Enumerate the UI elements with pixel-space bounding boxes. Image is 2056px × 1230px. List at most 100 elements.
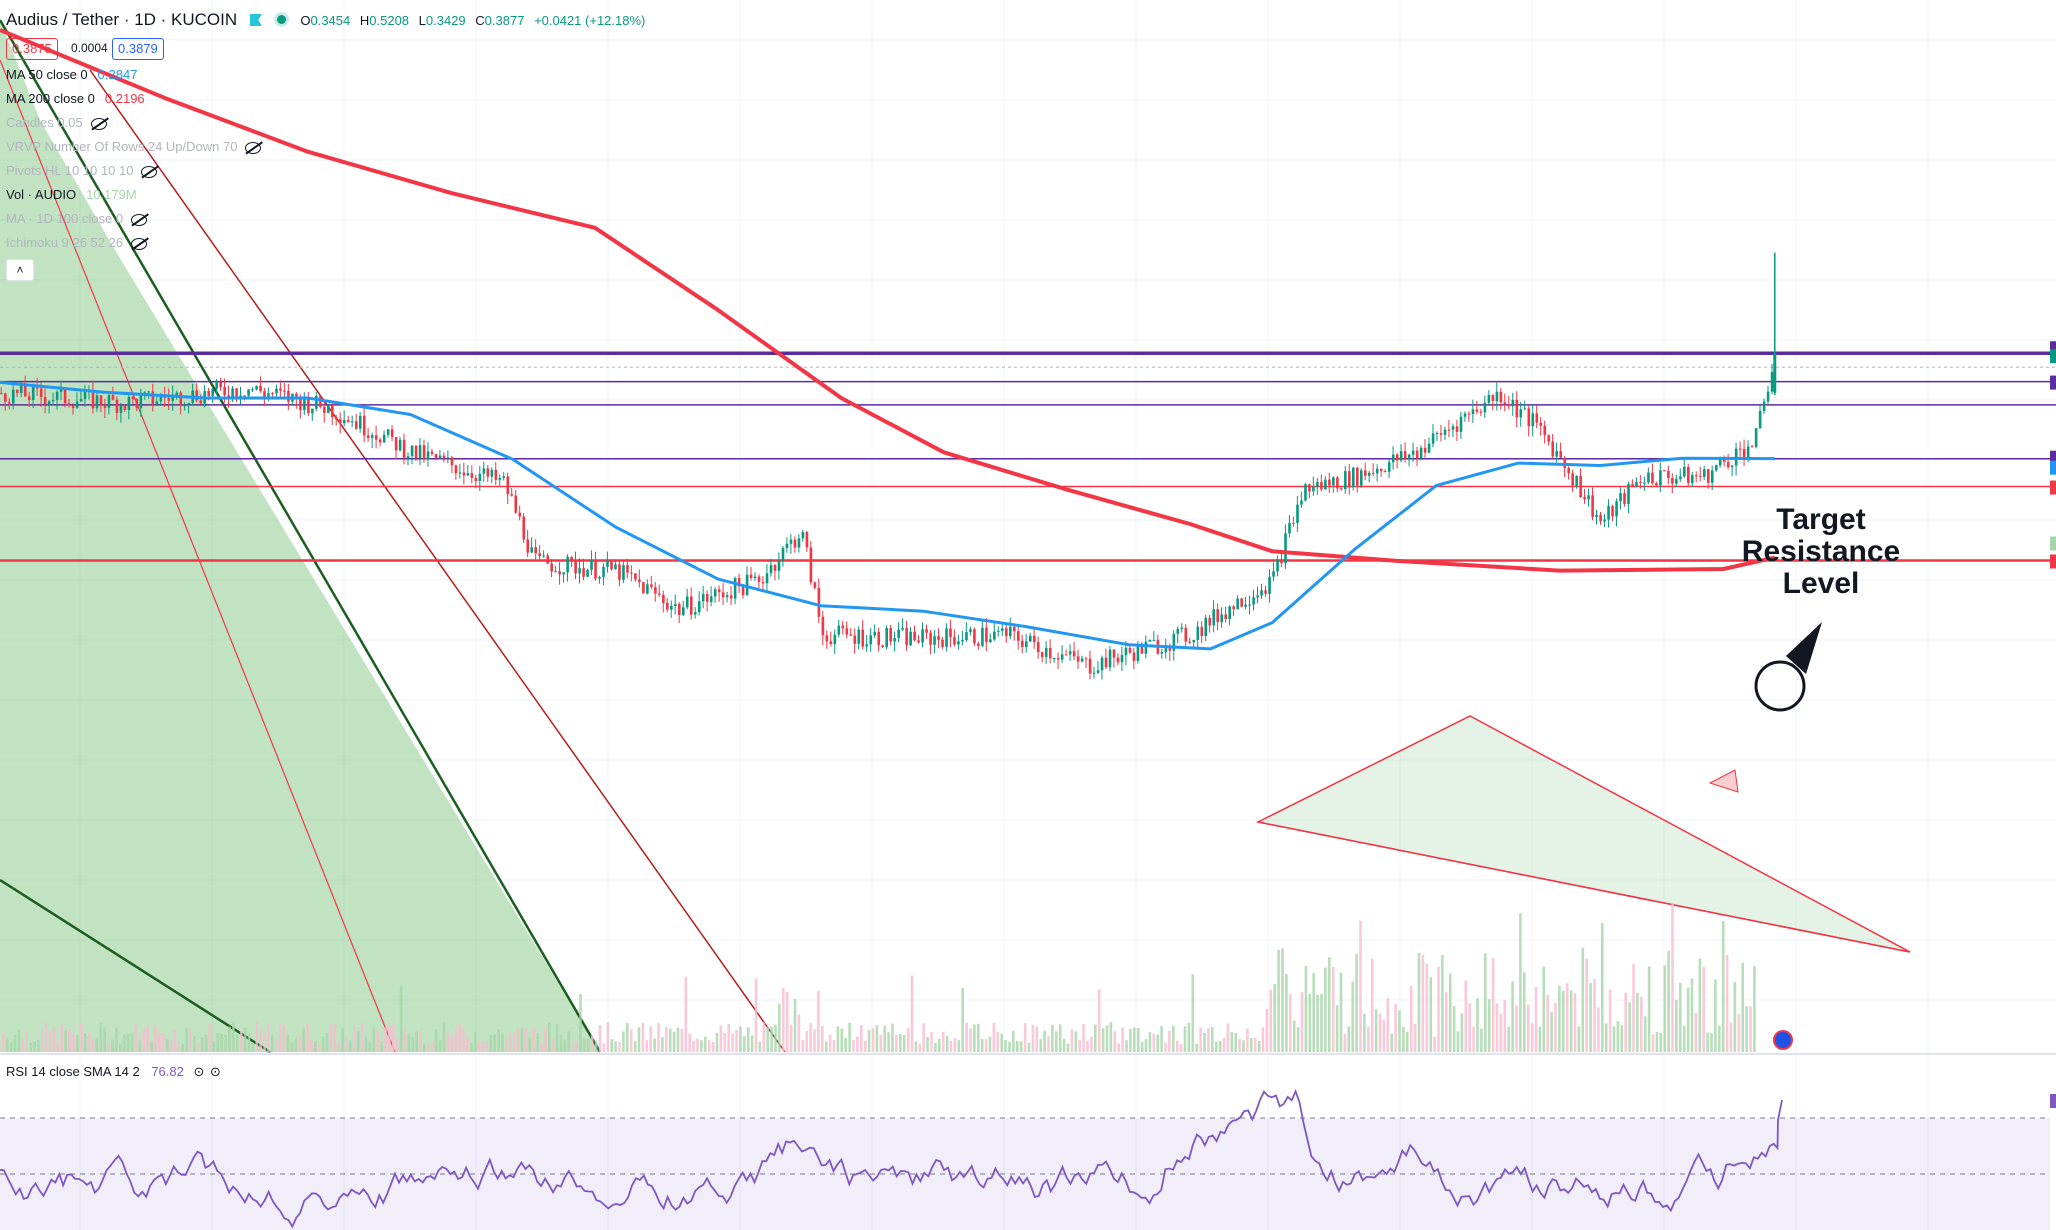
candle-body: [1248, 604, 1251, 606]
volume-bar: [821, 1025, 824, 1052]
volume-bar: [1382, 1019, 1386, 1052]
indicator-row[interactable]: MA 50 close 0 0.2847: [6, 67, 138, 82]
candle-body: [1284, 533, 1287, 564]
candle-body: [1379, 468, 1383, 472]
price-axis-tags: [2050, 341, 2056, 1108]
candle-body: [873, 631, 877, 636]
rsi-pane: [0, 1088, 2050, 1230]
volume-bar: [212, 1041, 216, 1052]
candle-body: [506, 476, 510, 495]
buy-price-button[interactable]: 0.3879: [112, 38, 164, 60]
indicator-row[interactable]: MA · 1D 100 close 0: [6, 210, 148, 228]
volume-bar: [887, 1032, 890, 1052]
indicator-row[interactable]: MA 200 close 0 0.2196: [6, 91, 145, 106]
candle-body: [542, 555, 546, 557]
ohlc-values: O0.3454 H0.5208 L0.3429 C0.3877 +0.0421 …: [300, 13, 646, 28]
candle-body: [63, 389, 67, 404]
hidden-eye-icon[interactable]: [141, 165, 158, 178]
candle-body: [275, 388, 278, 394]
volume-bar: [5, 1038, 9, 1052]
candle-body: [749, 574, 753, 579]
indicator-row[interactable]: Candles 0.05: [6, 114, 107, 132]
volume-bar: [1187, 1022, 1191, 1052]
candle-body: [913, 631, 916, 641]
volume-bar: [1612, 1026, 1616, 1052]
candle-body: [825, 635, 829, 642]
volume-bar: [1659, 1032, 1663, 1052]
volume-bar: [505, 1038, 508, 1052]
candle-body: [323, 406, 326, 413]
volume-bar: [934, 1042, 937, 1052]
candle-body: [127, 396, 131, 411]
candle-body: [1272, 571, 1275, 577]
hidden-eye-icon[interactable]: [245, 141, 262, 154]
volume-bar: [255, 1022, 259, 1052]
candle-body: [115, 399, 119, 413]
sell-price-button[interactable]: 0.3875: [6, 38, 58, 60]
candle-body: [574, 559, 577, 574]
indicator-row[interactable]: Ichimoku 9 26 52 26: [6, 234, 148, 252]
candle-body: [713, 589, 717, 597]
hidden-eye-icon[interactable]: [131, 213, 148, 226]
volume-bar: [1195, 1043, 1198, 1052]
candle-body: [554, 571, 557, 573]
indicator-row[interactable]: Vol · AUDIO 10.179M: [6, 187, 137, 202]
settings-icon[interactable]: ⊙: [193, 1064, 205, 1079]
candle-body: [833, 634, 837, 645]
arrow-icon: [1786, 622, 1822, 674]
volume-bar: [1472, 1026, 1475, 1052]
candle-body: [845, 628, 849, 635]
candle-body: [558, 571, 561, 575]
hidden-eye-icon[interactable]: [131, 237, 148, 250]
candle-body: [414, 445, 418, 459]
volume-bar: [337, 1042, 340, 1052]
candle-body: [1687, 466, 1690, 483]
candle-body: [1036, 642, 1040, 653]
candle-body: [1754, 428, 1758, 447]
candle-body: [1076, 656, 1080, 662]
candle-body: [793, 539, 797, 548]
candle-body: [71, 405, 75, 408]
volume-bar: [142, 1029, 145, 1052]
candle-body: [422, 445, 426, 460]
indicator-row[interactable]: VRVP Number Of Rows 24 Up/Down 70: [6, 138, 262, 156]
candle-body: [582, 568, 585, 577]
candle-body: [1116, 657, 1120, 663]
volume-bar: [1370, 958, 1374, 1052]
candle-body: [1587, 495, 1590, 500]
candle-body: [1052, 657, 1056, 659]
volume-bar: [1129, 1028, 1132, 1052]
collapse-legend-button[interactable]: ˄: [6, 259, 34, 281]
candle-body: [458, 472, 462, 474]
target-resistance-label: Target Resistance Level: [1741, 503, 1901, 600]
volume-bar: [1222, 1038, 1226, 1052]
candle-body: [550, 563, 553, 572]
volume-bar: [1495, 1003, 1499, 1052]
hidden-eye-icon[interactable]: [90, 117, 107, 130]
candle-body: [969, 629, 972, 633]
settings-icon[interactable]: ⊙: [210, 1064, 221, 1079]
volume-bar: [715, 1032, 719, 1052]
candle-body: [187, 402, 191, 406]
volume-bar: [423, 1043, 426, 1052]
candle-body: [518, 512, 522, 517]
volume-bar: [840, 1028, 844, 1052]
volume-bar: [532, 1028, 535, 1052]
candle-body: [1005, 628, 1008, 637]
candle-body: [705, 593, 709, 602]
symbol-title[interactable]: Audius / Tether · 1D · KUCOIN: [6, 10, 238, 29]
candle-body: [853, 635, 857, 644]
volume-bar: [618, 1041, 621, 1052]
volume-bar: [1573, 993, 1577, 1052]
indicator-row[interactable]: Pivots HL 10 10 10 10: [6, 162, 158, 180]
candle-body: [981, 627, 984, 646]
candle-body: [410, 445, 414, 457]
channel-upper-line: [0, 19, 602, 1053]
candle-body: [382, 434, 386, 443]
volume-bar: [1441, 954, 1444, 1052]
candle-body: [1224, 614, 1227, 619]
candle-body: [1758, 410, 1762, 429]
volume-bar: [1246, 1028, 1249, 1052]
rsi-label[interactable]: RSI 14 close SMA 14 2: [6, 1064, 140, 1079]
